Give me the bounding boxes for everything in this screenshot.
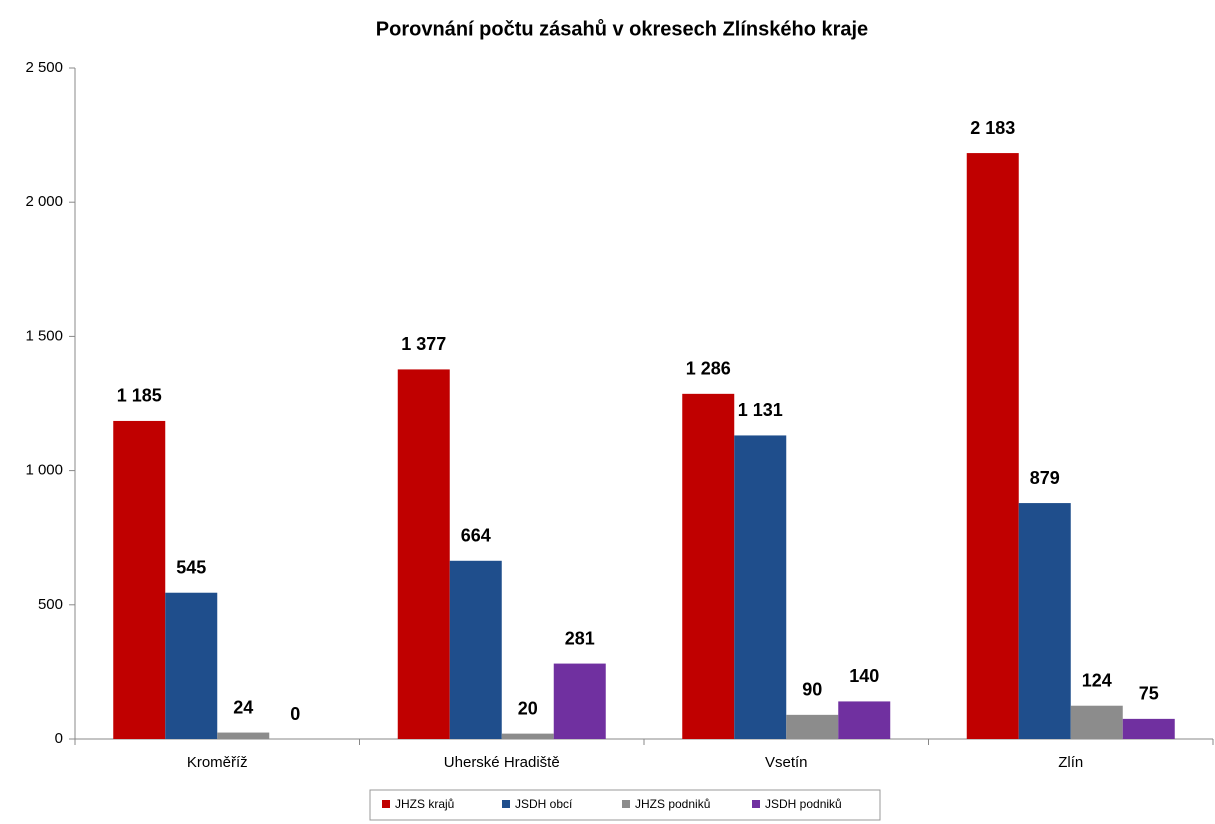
- legend: JHZS krajů JSDH obcí JHZS podniků JSDH podn…: [369, 789, 881, 821]
- value-label: 124: [1082, 670, 1112, 690]
- bar: [165, 592, 218, 739]
- x-tick-label: Zlín: [1058, 754, 1083, 771]
- bar: [113, 420, 166, 739]
- legend-swatch: [382, 800, 390, 808]
- bar: [734, 435, 787, 739]
- value-label: 545: [176, 557, 206, 577]
- bar: [786, 714, 839, 739]
- x-tick-label: Kroměříž: [187, 754, 248, 771]
- value-label: 1 185: [117, 386, 162, 406]
- value-label: 75: [1139, 684, 1159, 704]
- value-label: 0: [290, 704, 300, 724]
- bar: [217, 732, 270, 739]
- legend-label: JSDH podniků: [765, 797, 842, 811]
- y-tick-label: 2 500: [25, 59, 63, 76]
- value-label: 140: [849, 666, 879, 686]
- x-tick-label: Uherské Hradiště: [444, 754, 560, 771]
- bar: [1122, 718, 1175, 739]
- legend-swatch: [752, 800, 760, 808]
- bar: [838, 701, 891, 739]
- value-label: 90: [802, 680, 822, 700]
- bar: [501, 733, 554, 739]
- value-label: 2 183: [970, 118, 1015, 138]
- bar: [449, 560, 502, 739]
- legend-label: JHZS krajů: [395, 797, 454, 811]
- legend-label: JHZS podniků: [635, 797, 710, 811]
- y-tick-label: 1 500: [25, 327, 63, 344]
- value-label: 1 286: [686, 359, 731, 379]
- bar: [682, 393, 735, 739]
- legend-swatch: [622, 800, 630, 808]
- y-tick-label: 2 000: [25, 193, 63, 210]
- value-label: 664: [461, 526, 491, 546]
- bar: [553, 663, 606, 739]
- bar: [966, 153, 1019, 740]
- value-label: 281: [565, 628, 595, 648]
- bar: [1018, 503, 1071, 739]
- value-label: 1 131: [738, 400, 783, 420]
- y-tick-label: 1 000: [25, 462, 63, 479]
- y-tick-label: 500: [38, 596, 63, 613]
- value-label: 20: [518, 698, 538, 718]
- value-label: 24: [233, 697, 253, 717]
- value-label: 1 377: [401, 334, 446, 354]
- chart-title: Porovnání počtu zásahů v okresech Zlínsk…: [376, 18, 868, 40]
- y-tick-label: 0: [55, 730, 63, 747]
- legend-label: JSDH obcí: [515, 797, 573, 811]
- x-tick-label: Vsetín: [765, 754, 808, 771]
- bar: [397, 369, 450, 739]
- value-label: 879: [1030, 468, 1060, 488]
- legend-swatch: [502, 800, 510, 808]
- bar: [1070, 705, 1123, 739]
